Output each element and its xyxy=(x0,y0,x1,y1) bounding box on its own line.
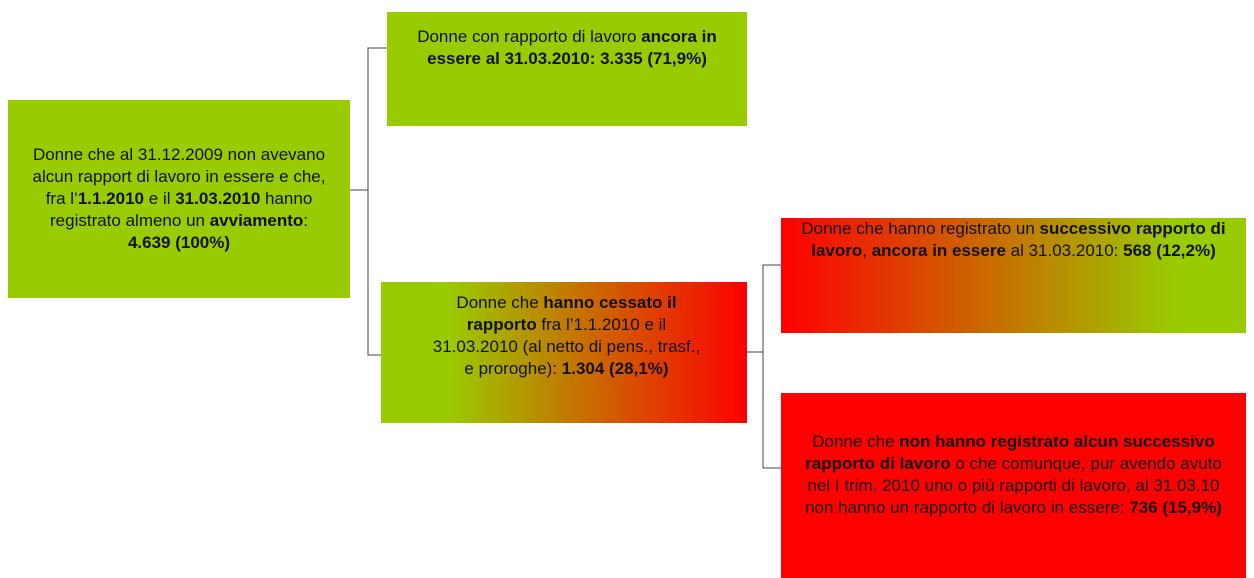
employed-box: Donne con rapporto di lavoro ancora in e… xyxy=(387,12,747,126)
text-part: avviamento xyxy=(209,211,304,230)
text-part: 1.304 (28,1%) xyxy=(561,359,669,378)
text-part: fra l’1.1.2010 e il 31.03.2010 (al netto… xyxy=(432,315,701,378)
ceased-box: Donne che hanno cessato il rapporto fra … xyxy=(381,282,747,423)
text-part: e il xyxy=(144,189,176,208)
text-part: : xyxy=(303,211,308,230)
text-part: 736 (15,9%) xyxy=(1129,498,1222,517)
text-part: Donne che xyxy=(812,432,900,451)
text-part: Donne che xyxy=(456,293,544,312)
not-reemployed-box: Donne che non hanno registrato alcun suc… xyxy=(781,393,1246,578)
text-part: o che comunque, pur avendo avuto nel I t… xyxy=(805,454,1222,517)
root-box: Donne che al 31.12.2009 non avevano alcu… xyxy=(8,100,350,298)
text-part: 568 (12,2%) xyxy=(1123,241,1216,260)
text-part: 31.03.2010 xyxy=(175,189,261,208)
connector xyxy=(367,47,387,356)
text-part: 1.1.2010 xyxy=(77,189,145,208)
text-part: non hanno registrato alcun successivo ra… xyxy=(805,432,1215,473)
text-part: Donne che hanno registrato un xyxy=(801,219,1040,238)
reemployed-box: Donne che hanno registrato un successivo… xyxy=(781,218,1246,333)
text-part: hanno cessato il rapporto xyxy=(466,293,677,334)
text-part: , xyxy=(862,241,872,260)
text-part: 4.639 (100%) xyxy=(127,233,231,252)
text-part: ancora in essere al 31.03.2010: 3.335 (7… xyxy=(427,27,717,68)
text-part: Donne con rapporto di lavoro xyxy=(417,27,642,46)
text-part: successivo rapporto di lavoro xyxy=(811,219,1226,260)
connector xyxy=(762,264,781,469)
text-part: Donne che al 31.12.2009 non avevano alcu… xyxy=(32,145,326,208)
text-part: ancora in essere xyxy=(871,241,1006,260)
text-part: al 31.03.2010: xyxy=(1005,241,1124,260)
text-part: hanno registrato almeno un xyxy=(50,189,313,230)
